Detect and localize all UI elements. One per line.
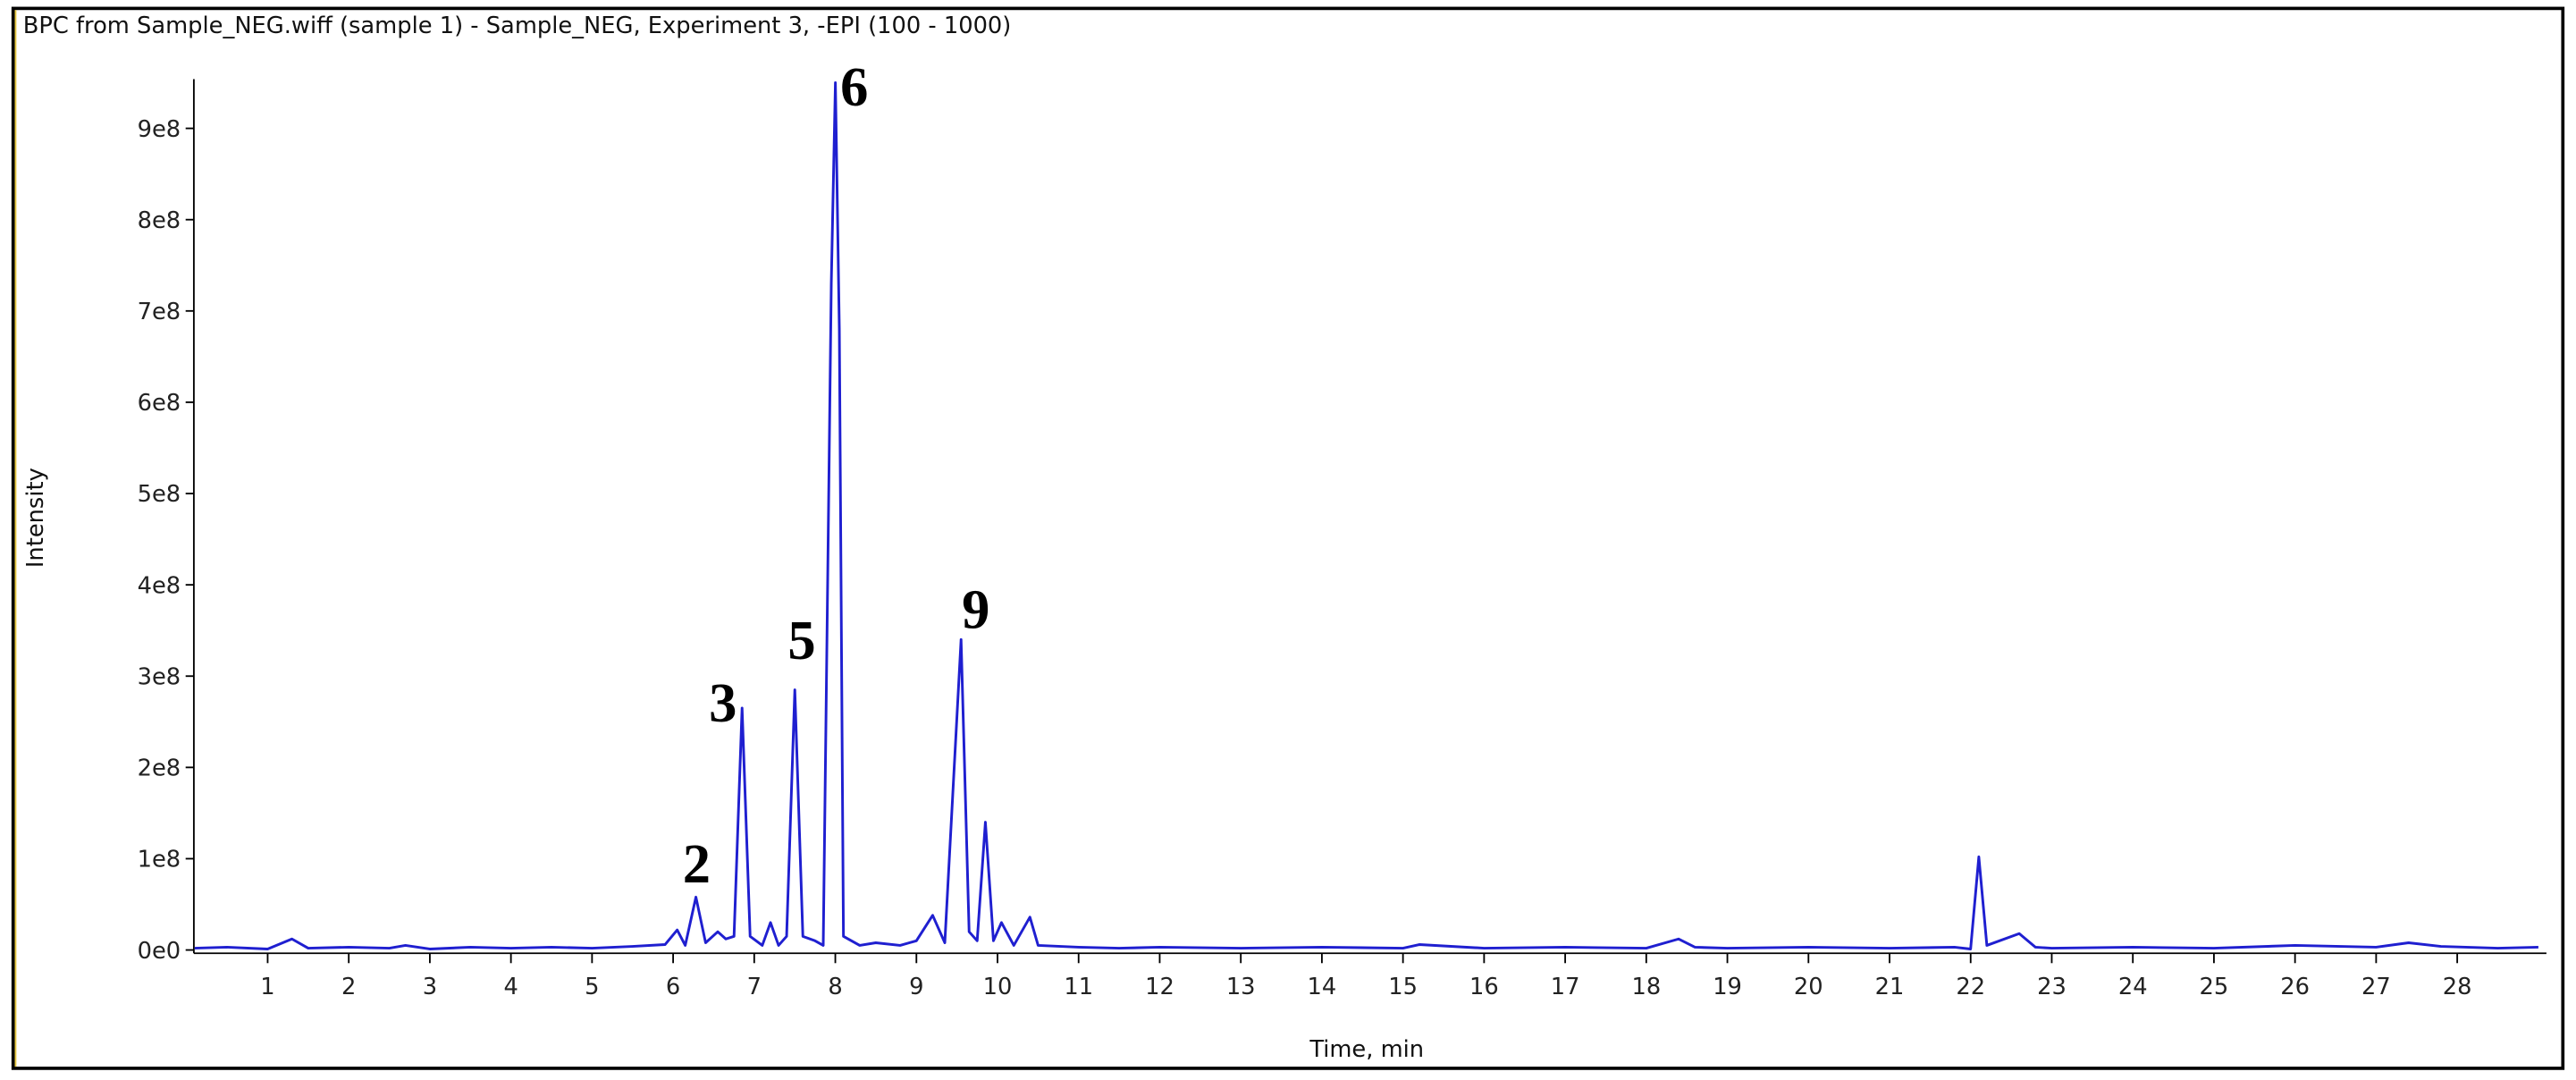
peak-label: 6 <box>840 55 868 118</box>
x-tick-label: 25 <box>2200 974 2229 1000</box>
x-tick-label: 16 <box>1469 974 1499 1000</box>
x-tick-label: 19 <box>1713 974 1742 1000</box>
y-axis-label: Intensity <box>22 468 49 568</box>
y-tick-label: 1e8 <box>138 847 181 873</box>
chart-title: BPC from Sample_NEG.wiff (sample 1) - Sa… <box>23 13 1012 39</box>
x-tick-label: 3 <box>423 974 437 1000</box>
x-tick-label: 14 <box>1308 974 1337 1000</box>
peak-label: 2 <box>683 832 711 895</box>
peak-label: 3 <box>709 671 737 734</box>
x-tick-label: 23 <box>2037 974 2067 1000</box>
x-tick-label: 11 <box>1064 974 1093 1000</box>
chromatogram-line <box>194 81 2538 950</box>
peak-label: 5 <box>787 609 815 671</box>
x-tick-label: 6 <box>666 974 680 1000</box>
frame-edge <box>14 10 17 1067</box>
x-tick-label: 18 <box>1631 974 1661 1000</box>
x-tick-label: 21 <box>1875 974 1905 1000</box>
y-tick-label: 4e8 <box>138 572 181 599</box>
x-tick-label: 13 <box>1226 974 1256 1000</box>
x-axis-label: Time, min <box>1309 1036 1424 1063</box>
y-tick-label: 3e8 <box>138 663 181 690</box>
x-tick-label: 9 <box>909 974 923 1000</box>
x-tick-label: 28 <box>2443 974 2472 1000</box>
x-tick-label: 12 <box>1145 974 1174 1000</box>
x-tick-label: 2 <box>341 974 356 1000</box>
y-tick-label: 2e8 <box>138 755 181 782</box>
x-tick-label: 8 <box>828 974 842 1000</box>
frame <box>11 6 2565 1070</box>
x-tick-label: 5 <box>585 974 599 1000</box>
y-tick-label: 5e8 <box>138 481 181 508</box>
x-tick-label: 27 <box>2361 974 2391 1000</box>
x-tick-label: 1 <box>260 974 274 1000</box>
x-tick-label: 7 <box>747 974 762 1000</box>
x-tick-label: 10 <box>983 974 1013 1000</box>
y-tick-label: 0e0 <box>138 938 181 965</box>
y-tick-label: 6e8 <box>138 390 181 417</box>
x-tick-label: 15 <box>1388 974 1418 1000</box>
x-tick-label: 4 <box>503 974 518 1000</box>
x-tick-label: 17 <box>1551 974 1580 1000</box>
x-tick-label: 20 <box>1794 974 1823 1000</box>
y-tick-label: 7e8 <box>138 299 181 325</box>
x-tick-label: 24 <box>2118 974 2148 1000</box>
x-tick-label: 22 <box>1956 974 1985 1000</box>
y-tick-label: 8e8 <box>138 207 181 234</box>
x-tick-label: 26 <box>2280 974 2310 1000</box>
peak-label: 9 <box>962 578 989 640</box>
y-tick-label: 9e8 <box>138 116 181 143</box>
